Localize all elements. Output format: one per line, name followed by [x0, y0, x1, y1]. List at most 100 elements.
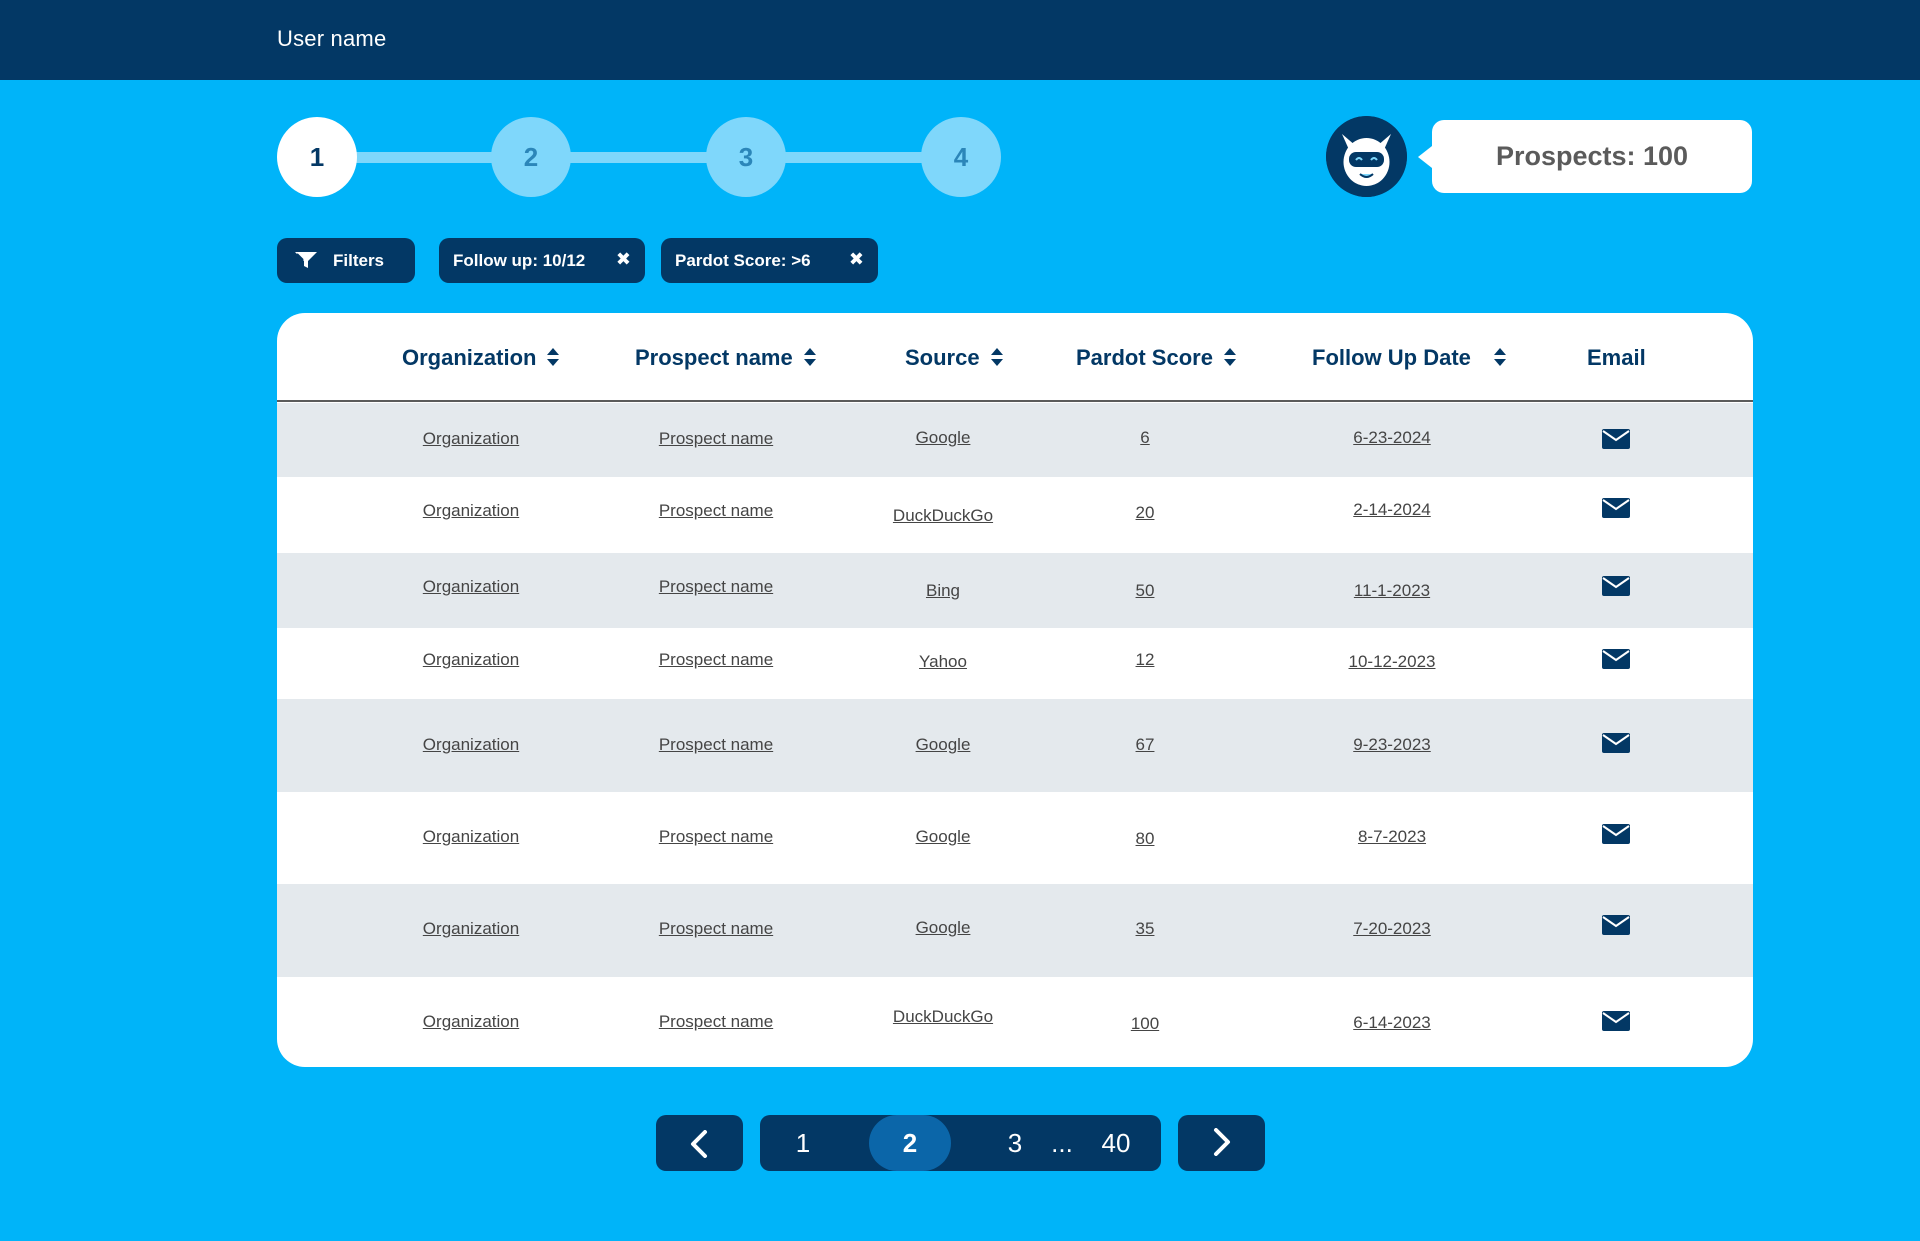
cell-organization[interactable]: Organization — [422, 429, 520, 448]
previous-page-button[interactable] — [656, 1115, 743, 1171]
cell-organization[interactable]: Organization — [422, 735, 520, 754]
column-header-email: Email — [1587, 345, 1646, 370]
filter-chip-label: Pardot Score: >6 — [675, 250, 811, 270]
prospects-count: Prospects: 100 — [1418, 120, 1752, 193]
cell-pardot-score[interactable]: 80 — [1135, 829, 1155, 848]
column-label: Follow Up Date — [1312, 345, 1471, 370]
column-label: Prospect name — [635, 345, 793, 370]
mail-icon[interactable] — [1602, 429, 1630, 449]
table-row: Organization Prospect name Google 67 9-2… — [277, 699, 1753, 792]
cell-source[interactable]: DuckDuckGo — [892, 506, 994, 525]
close-icon[interactable]: ✖ — [615, 249, 631, 269]
cell-source[interactable]: DuckDuckGo — [892, 1007, 994, 1026]
cell-follow-up-date[interactable]: 2-14-2024 — [1353, 500, 1431, 519]
filter-chip-follow-up[interactable]: Follow up: 10/12 ✖ — [439, 238, 645, 283]
page-1[interactable]: 1 — [795, 1128, 811, 1158]
cell-organization[interactable]: Organization — [422, 919, 520, 938]
page-ellipsis: ... — [1051, 1128, 1073, 1158]
chevron-right-icon — [1214, 1128, 1230, 1156]
cell-organization[interactable]: Organization — [422, 650, 520, 669]
mail-icon[interactable] — [1602, 576, 1630, 596]
column-label: Organization — [402, 345, 537, 370]
mail-icon[interactable] — [1602, 824, 1630, 844]
user-name[interactable]: User name — [277, 26, 387, 51]
column-header-pardot-score[interactable]: Pardot Score — [1076, 345, 1237, 371]
mail-icon[interactable] — [1602, 649, 1630, 669]
cell-pardot-score[interactable]: 6 — [1140, 428, 1150, 447]
table-row: Organization Prospect name Google 80 8-7… — [277, 792, 1753, 884]
cell-pardot-score[interactable]: 100 — [1130, 1014, 1160, 1033]
cell-pardot-score[interactable]: 50 — [1135, 581, 1155, 600]
sort-icon — [1493, 348, 1506, 367]
cell-pardot-score[interactable]: 12 — [1135, 650, 1155, 669]
cell-source[interactable]: Google — [915, 428, 971, 447]
next-page-button[interactable] — [1178, 1115, 1265, 1171]
column-header-follow-up-date[interactable]: Follow Up Date — [1312, 345, 1507, 371]
table-row: Organization Prospect name Google 35 7-2… — [277, 884, 1753, 977]
table-row: Organization Prospect name DuckDuckGo 10… — [277, 977, 1753, 1067]
cell-follow-up-date[interactable]: 10-12-2023 — [1348, 652, 1436, 671]
column-header-source[interactable]: Source — [905, 345, 1004, 371]
cell-follow-up-date[interactable]: 11-1-2023 — [1353, 581, 1431, 600]
cell-organization[interactable]: Organization — [422, 827, 520, 846]
filter-icon — [294, 251, 320, 274]
cell-follow-up-date[interactable]: 7-20-2023 — [1353, 919, 1431, 938]
sort-icon — [990, 348, 1003, 367]
step-4[interactable]: 4 — [921, 117, 1001, 197]
cell-organization[interactable]: Organization — [422, 577, 520, 596]
table-row: Organization Prospect name Google 6 6-23… — [277, 403, 1753, 477]
column-header-prospect-name[interactable]: Prospect name — [635, 345, 817, 371]
cell-pardot-score[interactable]: 67 — [1135, 735, 1155, 754]
page-40[interactable]: 40 — [1101, 1128, 1131, 1158]
top-bar: User name — [0, 0, 1920, 80]
cell-prospect-name[interactable]: Prospect name — [658, 919, 774, 938]
robot-avatar-icon — [1326, 116, 1407, 197]
cell-source[interactable]: Yahoo — [919, 652, 967, 671]
chevron-left-icon — [691, 1130, 707, 1158]
cell-follow-up-date[interactable]: 8-7-2023 — [1357, 827, 1427, 846]
cell-source[interactable]: Bing — [925, 581, 961, 600]
cell-source[interactable]: Google — [915, 918, 971, 937]
cell-follow-up-date[interactable]: 6-14-2023 — [1353, 1013, 1431, 1032]
cell-prospect-name[interactable]: Prospect name — [658, 735, 774, 754]
cell-prospect-name[interactable]: Prospect name — [658, 827, 774, 846]
filters-button[interactable]: Filters — [277, 238, 415, 283]
table-row: Organization Prospect name Bing 50 11-1-… — [277, 553, 1753, 628]
sort-icon — [803, 348, 816, 367]
cell-prospect-name[interactable]: Prospect name — [658, 650, 774, 669]
table-row: Organization Prospect name DuckDuckGo 20… — [277, 477, 1753, 553]
cell-pardot-score[interactable]: 20 — [1135, 503, 1155, 522]
column-label: Pardot Score — [1076, 345, 1213, 370]
cell-source[interactable]: Google — [915, 735, 971, 754]
mail-icon[interactable] — [1602, 498, 1630, 518]
cell-prospect-name[interactable]: Prospect name — [658, 501, 774, 520]
table-header: Organization Prospect name Source Pardot… — [277, 313, 1753, 402]
cell-prospect-name[interactable]: Prospect name — [658, 1012, 774, 1031]
cell-follow-up-date[interactable]: 9-23-2023 — [1353, 735, 1431, 754]
column-header-organization[interactable]: Organization — [402, 345, 560, 371]
step-2[interactable]: 2 — [491, 117, 571, 197]
page-2-current[interactable]: 2 — [869, 1115, 951, 1171]
close-icon[interactable]: ✖ — [848, 249, 864, 269]
pagination: 1 2 3 ... 40 — [760, 1115, 1161, 1171]
cell-source[interactable]: Google — [915, 827, 971, 846]
cell-organization[interactable]: Organization — [422, 501, 520, 520]
cell-prospect-name[interactable]: Prospect name — [658, 429, 774, 448]
mail-icon[interactable] — [1602, 1011, 1630, 1031]
mail-icon[interactable] — [1602, 915, 1630, 935]
cell-organization[interactable]: Organization — [422, 1012, 520, 1031]
prospects-table: Organization Prospect name Source Pardot… — [277, 313, 1753, 1067]
table-row: Organization Prospect name Yahoo 12 10-1… — [277, 628, 1753, 699]
step-3[interactable]: 3 — [706, 117, 786, 197]
mail-icon[interactable] — [1602, 733, 1630, 753]
sort-icon — [547, 348, 560, 367]
filter-chip-pardot-score[interactable]: Pardot Score: >6 ✖ — [661, 238, 878, 283]
stepper: 1 2 3 4 — [277, 117, 1001, 197]
cell-pardot-score[interactable]: 35 — [1135, 919, 1155, 938]
cell-follow-up-date[interactable]: 6-23-2024 — [1353, 428, 1431, 447]
page-3[interactable]: 3 — [1007, 1128, 1023, 1158]
step-1[interactable]: 1 — [277, 117, 357, 197]
column-label: Source — [905, 345, 980, 370]
cell-prospect-name[interactable]: Prospect name — [658, 577, 774, 596]
stepper-track — [337, 152, 937, 163]
